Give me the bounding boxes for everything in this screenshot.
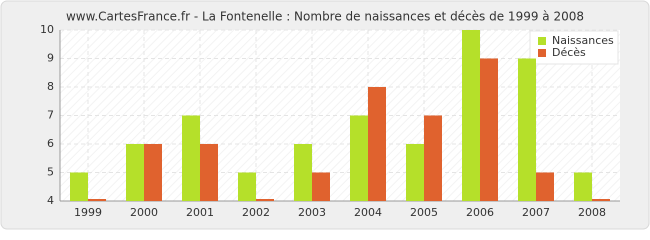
bar — [536, 172, 554, 201]
chart-title: www.CartesFrance.fr - La Fontenelle : No… — [66, 10, 584, 24]
bar — [574, 172, 592, 201]
x-tick-label: 2008 — [578, 206, 606, 219]
y-tick-label: 4 — [47, 194, 54, 207]
chart: www.CartesFrance.fr - La Fontenelle : No… — [0, 0, 650, 230]
x-tick-label: 2001 — [186, 206, 214, 219]
bar — [518, 58, 536, 201]
x-tick-label: 2007 — [522, 206, 550, 219]
x-tick-label: 2004 — [354, 206, 382, 219]
bar — [312, 172, 330, 201]
y-tick-label: 5 — [47, 166, 54, 179]
legend-label: Décès — [552, 46, 586, 59]
bar — [88, 199, 106, 201]
x-tick-label: 2003 — [298, 206, 326, 219]
bar — [350, 115, 368, 201]
bar — [294, 144, 312, 201]
x-tick-label: 2000 — [130, 206, 158, 219]
y-tick-label: 9 — [47, 52, 54, 65]
legend-swatch — [538, 37, 546, 45]
bar — [200, 144, 218, 201]
bar — [406, 144, 424, 201]
y-tick-label: 7 — [47, 109, 54, 122]
bar — [182, 115, 200, 201]
bar — [256, 199, 274, 201]
y-tick-label: 10 — [40, 23, 54, 36]
y-tick-label: 6 — [47, 137, 54, 150]
bar — [480, 58, 498, 201]
x-tick-label: 2002 — [242, 206, 270, 219]
legend-swatch — [538, 49, 546, 57]
bar — [368, 87, 386, 201]
bar — [238, 172, 256, 201]
legend — [529, 30, 619, 65]
bar — [70, 172, 88, 201]
legend-label: Naissances — [552, 34, 614, 47]
bar — [424, 115, 442, 201]
x-tick-label: 1999 — [74, 206, 102, 219]
y-tick-label: 8 — [47, 80, 54, 93]
x-tick-label: 2005 — [410, 206, 438, 219]
bar — [126, 144, 144, 201]
bar — [592, 199, 610, 201]
x-tick-label: 2006 — [466, 206, 494, 219]
bar — [462, 30, 480, 201]
bar — [144, 144, 162, 201]
